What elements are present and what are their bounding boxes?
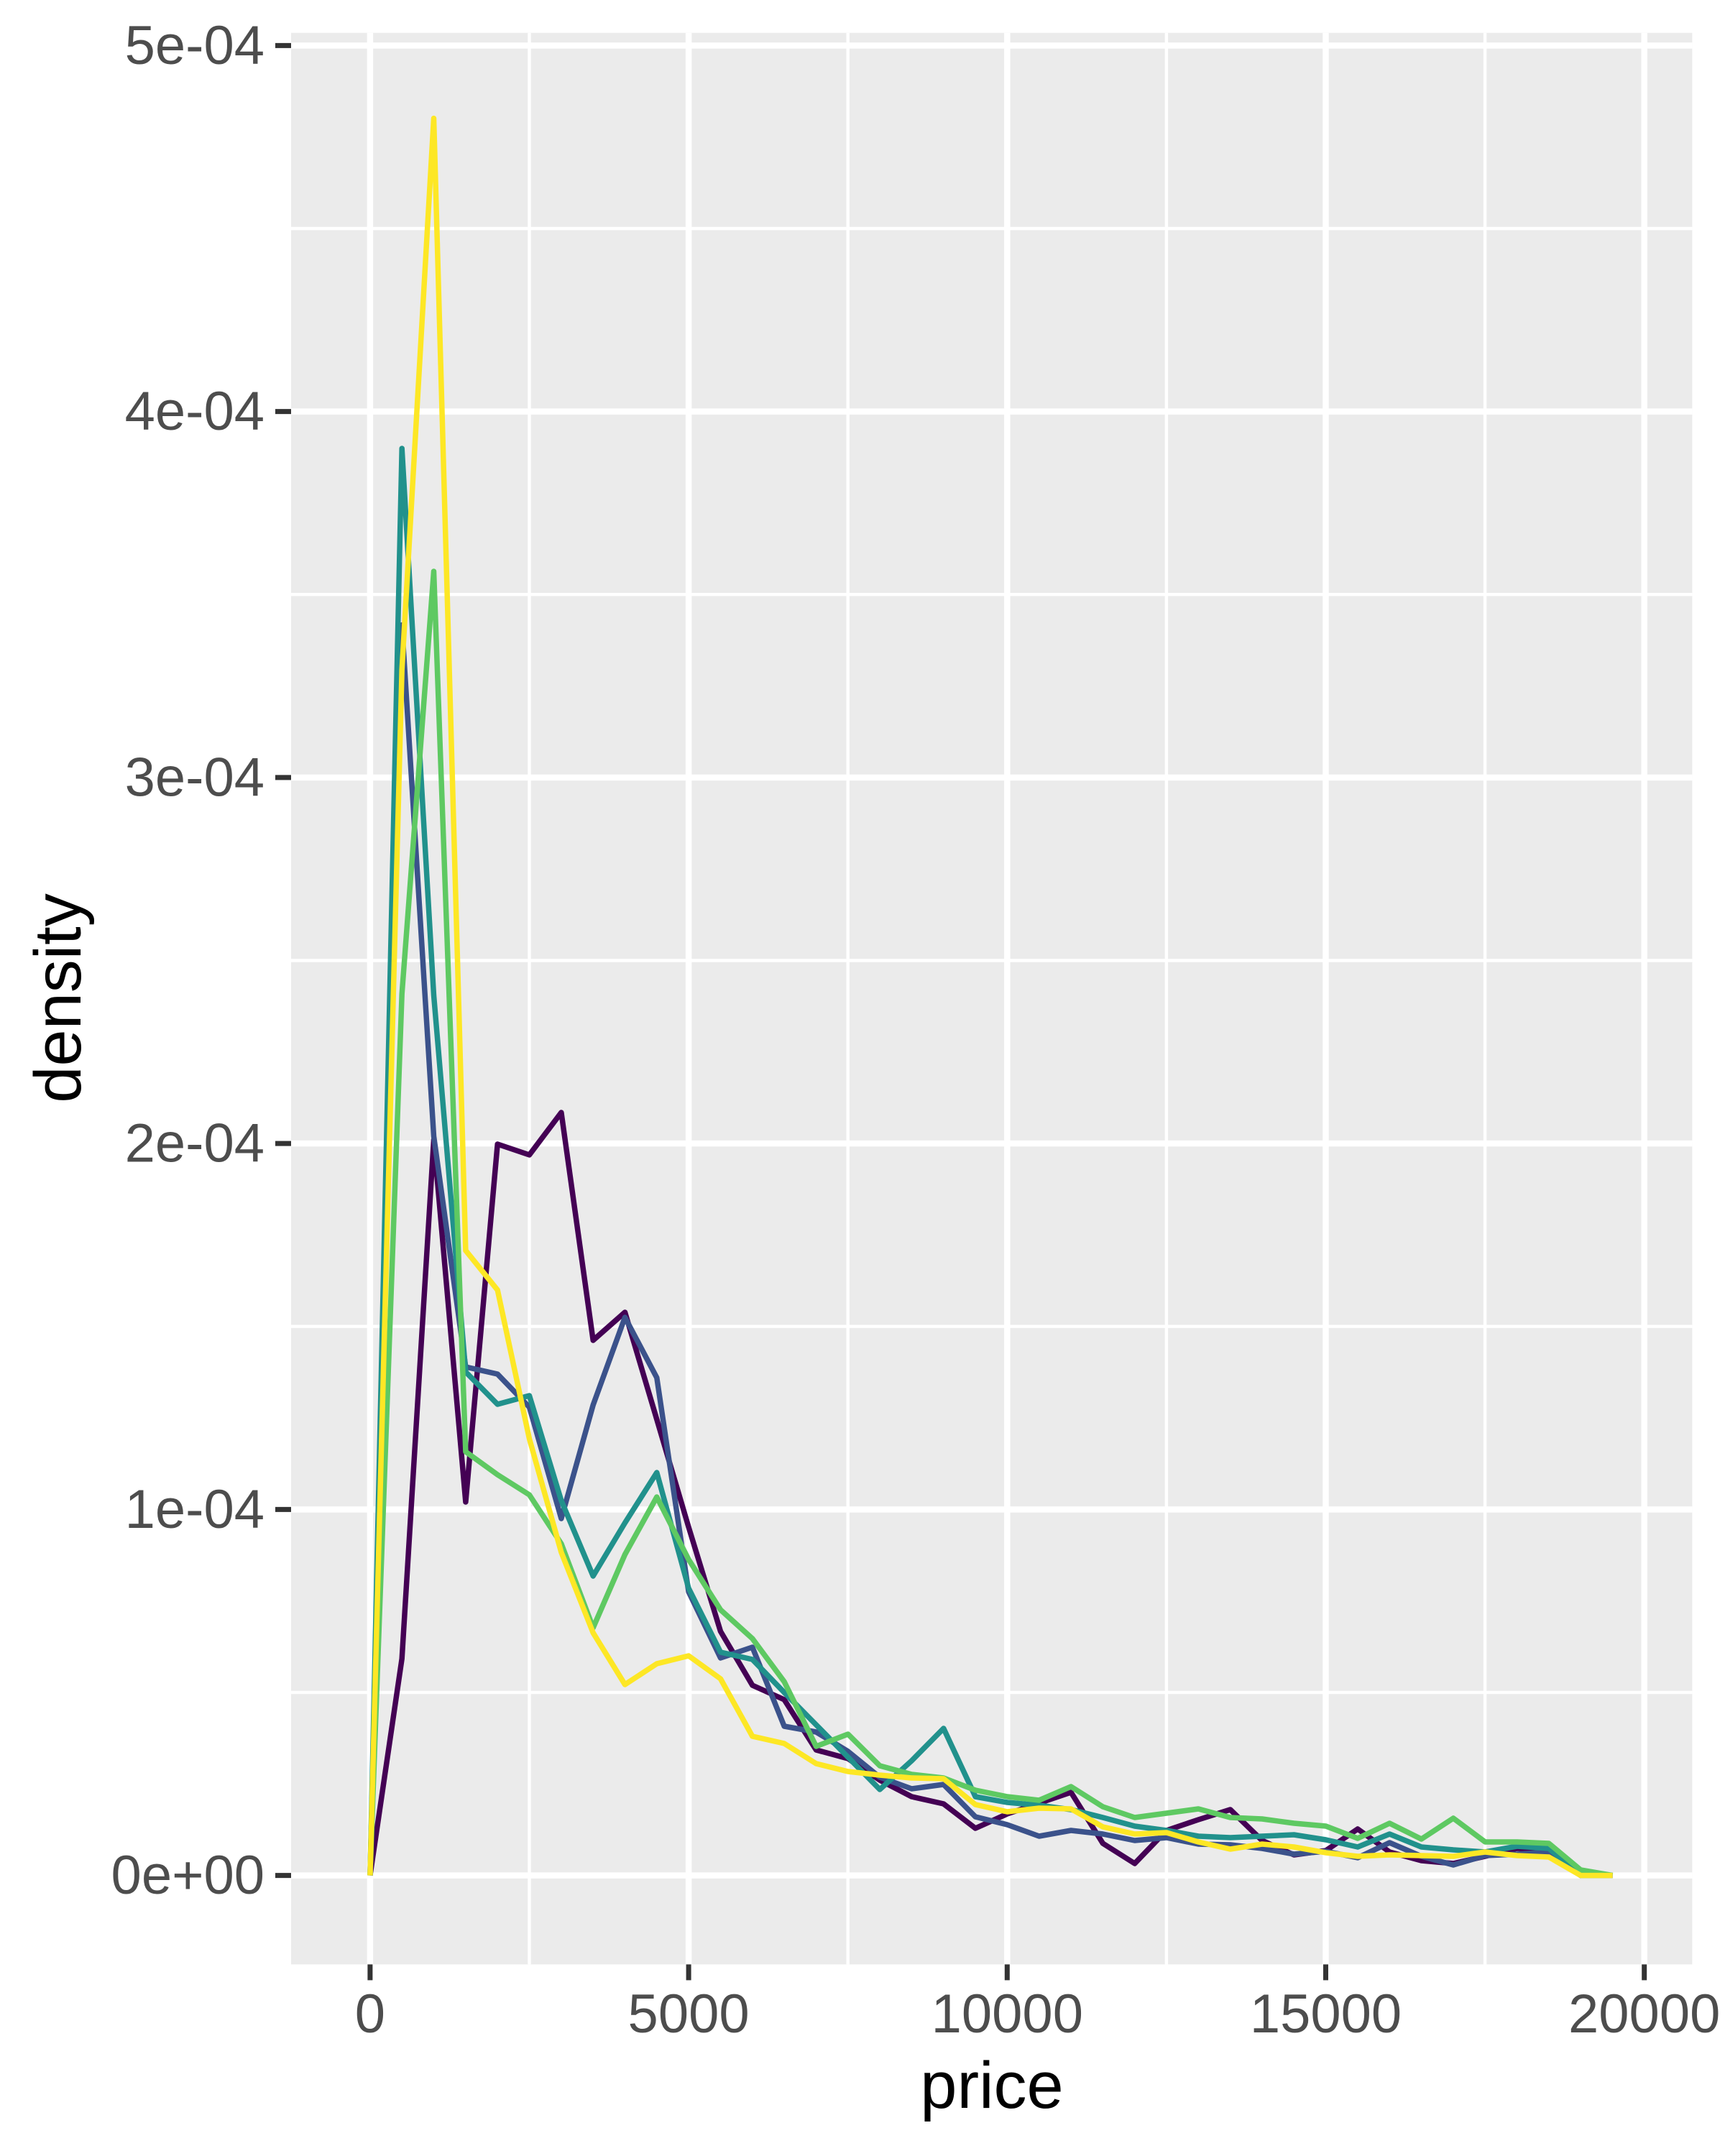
svg-text:0e+00: 0e+00 [111, 1845, 264, 1906]
svg-text:0: 0 [355, 1984, 385, 2045]
svg-text:5000: 5000 [628, 1984, 750, 2045]
svg-text:4e-04: 4e-04 [125, 381, 264, 442]
svg-text:20000: 20000 [1568, 1984, 1720, 2045]
svg-text:15000: 15000 [1250, 1984, 1402, 2045]
svg-text:5e-04: 5e-04 [125, 15, 264, 76]
svg-text:3e-04: 3e-04 [125, 747, 264, 808]
svg-text:1e-04: 1e-04 [125, 1479, 264, 1540]
svg-text:density: density [22, 893, 95, 1103]
svg-text:10000: 10000 [932, 1984, 1083, 2045]
svg-text:price: price [920, 2049, 1063, 2122]
svg-text:2e-04: 2e-04 [125, 1113, 264, 1174]
